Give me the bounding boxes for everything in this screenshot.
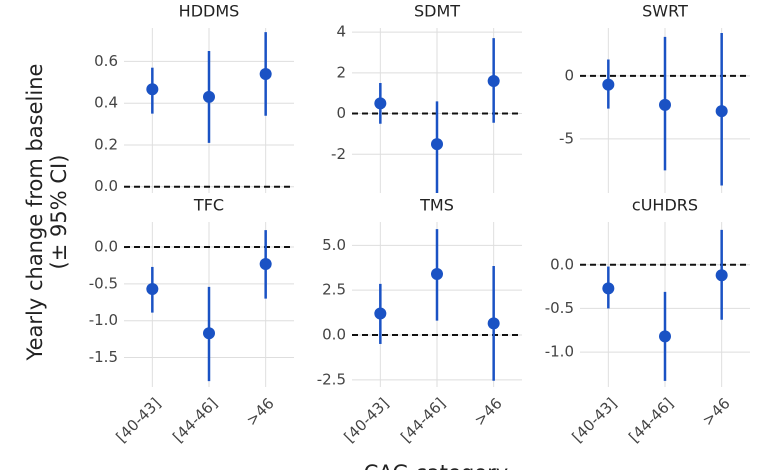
x-tick-label: [40-43]	[569, 394, 621, 446]
y-tick-label: 0.0	[550, 255, 574, 273]
point	[487, 74, 500, 87]
y-tick-label: 0.0	[94, 177, 118, 195]
point	[715, 269, 728, 282]
point	[602, 78, 615, 91]
y-tick-label: -0.5	[545, 299, 574, 317]
y-tick-label: -1.5	[89, 348, 118, 366]
point	[431, 268, 443, 281]
point	[374, 97, 387, 110]
panel-title: TMS	[419, 196, 454, 215]
y-tick-label: -2.5	[317, 370, 346, 388]
x-tick-label: [40-43]	[341, 394, 393, 446]
point	[146, 83, 159, 96]
point	[602, 282, 615, 295]
panel-title: HDDMS	[179, 2, 240, 21]
x-tick-label: [44-46]	[397, 394, 449, 446]
panel-title: TFC	[193, 196, 224, 215]
y-tick-label: -1.0	[89, 311, 118, 329]
point	[659, 98, 671, 111]
point	[659, 330, 671, 343]
y-tick-label: 0.2	[94, 135, 118, 153]
x-tick-label: [40-43]	[113, 394, 165, 446]
x-tick-label: >46	[699, 394, 734, 429]
y-tick-label: -2	[331, 145, 346, 163]
point	[203, 327, 215, 340]
y-tick-label: 5.0	[322, 236, 346, 254]
y-tick-label: 2.5	[322, 281, 346, 299]
point	[374, 307, 387, 320]
y-tick-label: 0.0	[94, 238, 118, 256]
x-tick-label: >46	[471, 394, 506, 429]
y-tick-label: 0	[336, 104, 346, 122]
point	[487, 317, 500, 330]
y-axis-label: (± 95% CI)	[47, 155, 71, 270]
y-tick-label: 0.0	[322, 325, 346, 343]
y-tick-label: 4	[336, 23, 346, 41]
y-axis-label: Yearly change from baseline	[23, 64, 47, 362]
y-tick-label: -0.5	[89, 274, 118, 292]
x-tick-label: >46	[243, 394, 278, 429]
panel-title: cUHDRS	[632, 196, 698, 215]
y-tick-label: -1.0	[545, 343, 574, 361]
point	[715, 105, 728, 118]
y-tick-label: 2	[336, 63, 346, 81]
x-tick-label: [44-46]	[625, 394, 677, 446]
y-tick-label: 0.6	[94, 52, 118, 70]
x-tick-label: [44-46]	[169, 394, 221, 446]
point	[146, 283, 159, 296]
y-tick-label: -5	[559, 129, 574, 147]
panel-title: SDMT	[414, 2, 460, 21]
point	[203, 90, 215, 103]
panel-title: SWRT	[642, 2, 688, 21]
y-tick-label: 0	[564, 66, 574, 84]
point	[259, 257, 272, 270]
point	[259, 67, 272, 80]
y-tick-label: 0.4	[94, 94, 118, 112]
x-axis-label: CAG category	[364, 461, 508, 470]
point	[431, 138, 443, 151]
